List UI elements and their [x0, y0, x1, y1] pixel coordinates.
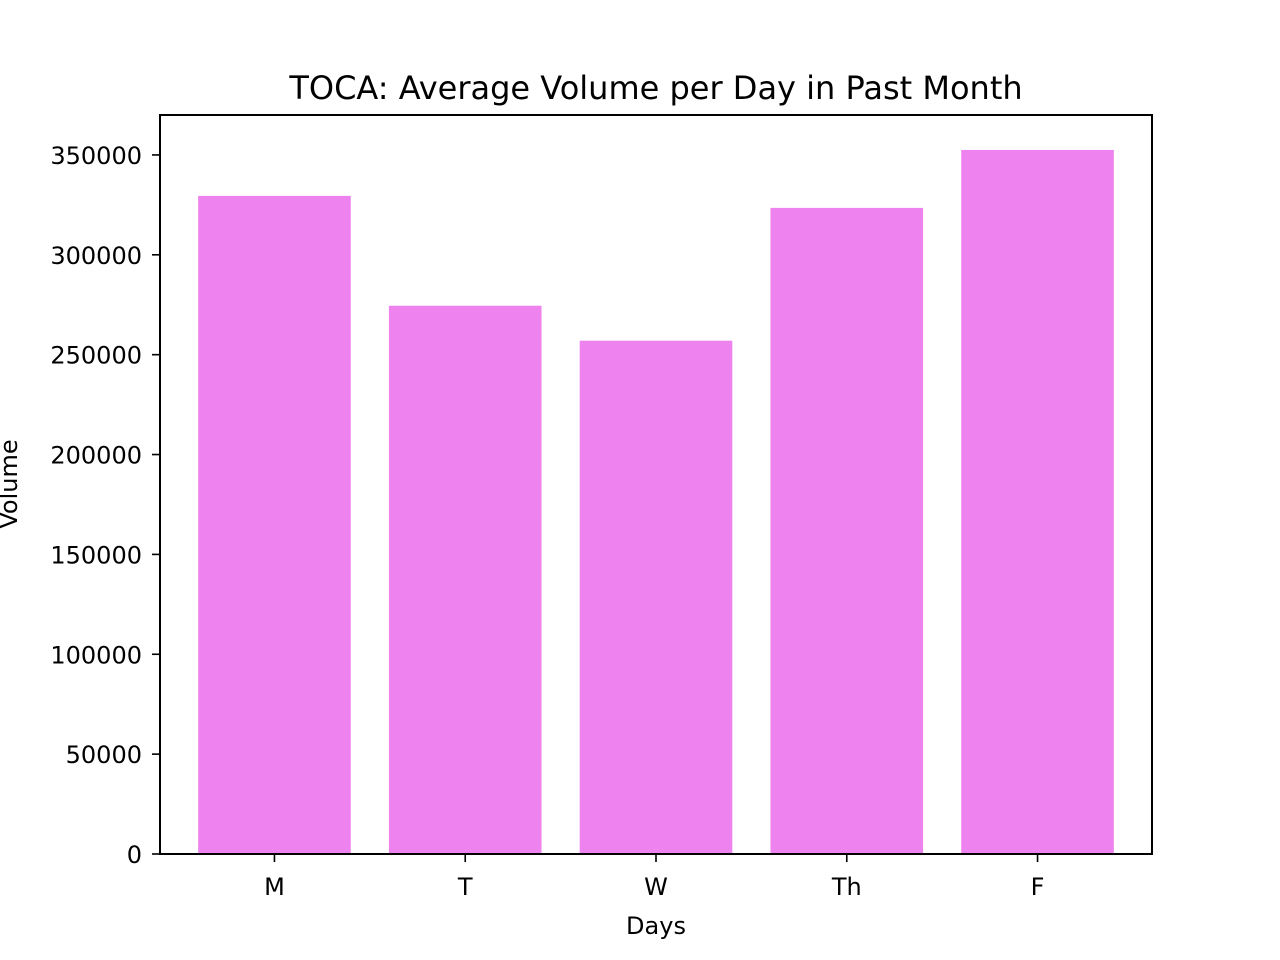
y-tick-label: 100000: [50, 641, 142, 669]
x-tick-label-f: F: [1031, 873, 1045, 901]
bar-m: [198, 195, 351, 855]
y-tick-label: 200000: [50, 442, 142, 470]
bar-t: [388, 305, 542, 854]
x-tick-label-m: M: [264, 873, 285, 901]
x-axis-label: Days: [626, 912, 686, 940]
y-axis: 0 50000 100000 150000 200000 250000 300000 3500…: [50, 142, 160, 869]
x-axis: M T W Th F: [264, 854, 1044, 901]
bars-group: [198, 149, 1114, 855]
y-tick-label: 250000: [50, 342, 142, 370]
y-tick-label: 350000: [50, 142, 142, 170]
y-tick-label: 300000: [50, 242, 142, 270]
x-tick-label-t: T: [457, 873, 473, 901]
x-tick-label-th: Th: [831, 873, 862, 901]
chart-title: TOCA: Average Volume per Day in Past Mon…: [288, 69, 1022, 107]
y-tick-label: 150000: [50, 541, 142, 569]
y-tick-label: 50000: [66, 741, 142, 769]
bar-w: [579, 340, 733, 854]
bar-th: [770, 207, 924, 854]
y-tick-label: 0: [127, 841, 142, 869]
plot-frame: [159, 114, 1153, 855]
x-tick-label-w: W: [644, 873, 668, 901]
bar-f: [961, 149, 1114, 854]
y-axis-label: Volume: [0, 439, 23, 528]
